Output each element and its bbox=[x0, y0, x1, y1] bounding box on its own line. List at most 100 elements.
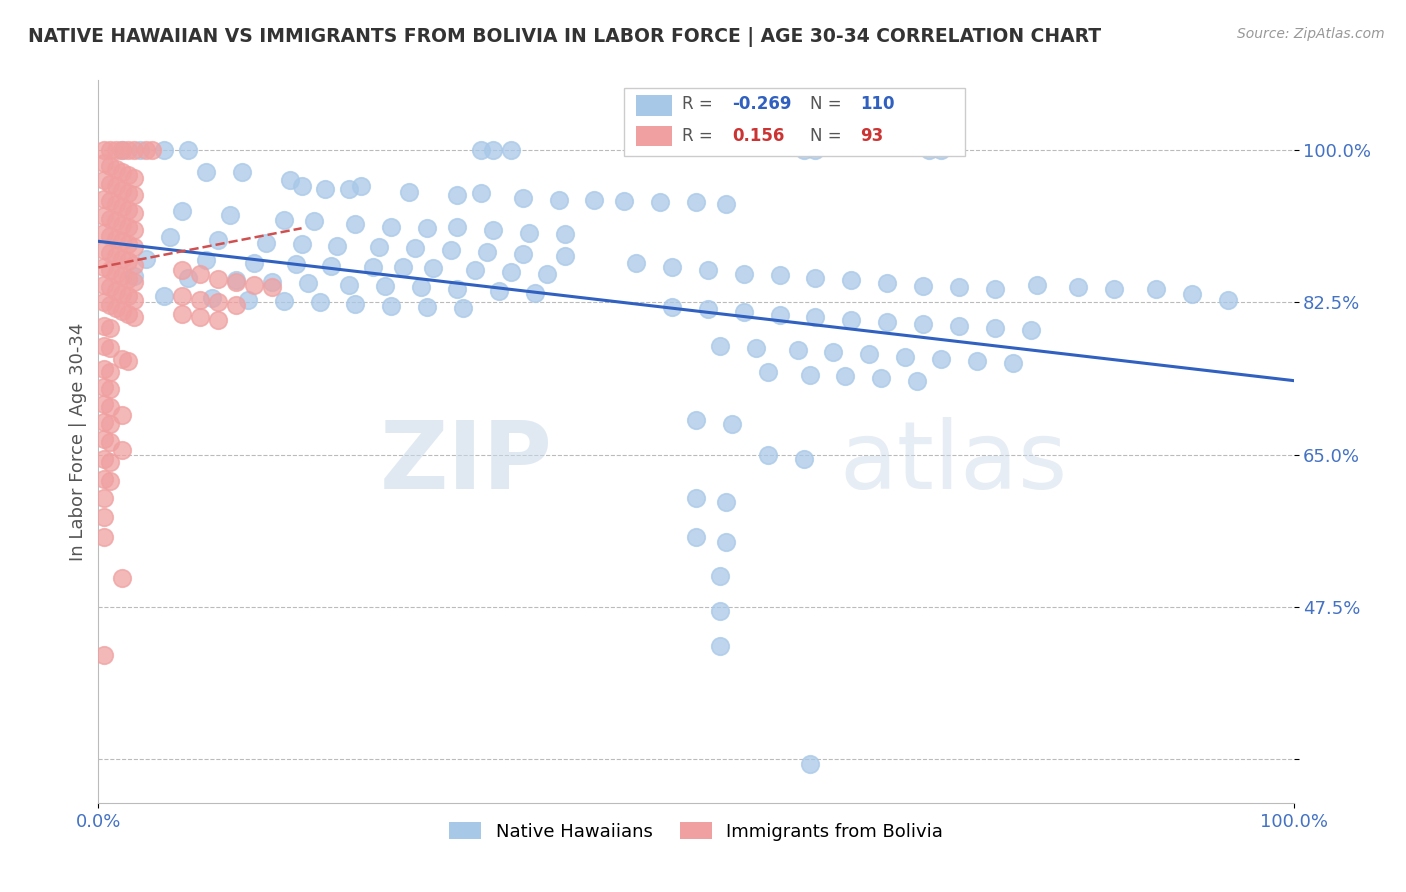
Point bbox=[512, 191, 534, 205]
Point bbox=[93, 452, 115, 467]
Point bbox=[105, 267, 128, 281]
Point bbox=[685, 195, 707, 210]
Point bbox=[858, 347, 880, 361]
Point bbox=[172, 263, 194, 277]
Point bbox=[374, 278, 396, 293]
Point bbox=[117, 202, 139, 217]
Point bbox=[302, 214, 325, 228]
Point bbox=[98, 263, 122, 277]
Text: atlas: atlas bbox=[839, 417, 1067, 509]
Point bbox=[93, 243, 115, 257]
Point bbox=[98, 229, 122, 244]
Point bbox=[93, 173, 115, 187]
Point bbox=[105, 214, 128, 228]
Point bbox=[756, 365, 779, 379]
Point bbox=[111, 200, 134, 214]
Legend: Native Hawaiians, Immigrants from Bolivia: Native Hawaiians, Immigrants from Bolivi… bbox=[441, 815, 950, 848]
Point bbox=[697, 302, 720, 317]
Point bbox=[98, 400, 122, 414]
Point bbox=[93, 530, 115, 544]
Point bbox=[111, 286, 134, 301]
Point bbox=[243, 277, 266, 292]
Point bbox=[499, 265, 522, 279]
Point bbox=[481, 143, 505, 157]
Point bbox=[117, 186, 139, 200]
Point bbox=[799, 756, 821, 771]
Point bbox=[254, 235, 277, 250]
Point bbox=[297, 276, 319, 290]
Point bbox=[177, 271, 200, 285]
Point bbox=[326, 238, 349, 252]
Point bbox=[1104, 282, 1126, 296]
Point bbox=[470, 186, 492, 201]
Point bbox=[105, 232, 128, 246]
Point bbox=[398, 185, 420, 199]
Point bbox=[422, 261, 444, 276]
Point bbox=[440, 243, 463, 257]
Point bbox=[93, 156, 115, 170]
Point bbox=[93, 318, 115, 333]
Point bbox=[124, 310, 146, 324]
Point bbox=[117, 236, 139, 251]
Point bbox=[98, 365, 122, 379]
Point bbox=[1019, 323, 1042, 337]
Point bbox=[841, 312, 863, 326]
Point bbox=[117, 272, 139, 286]
Point bbox=[368, 240, 391, 254]
Point bbox=[188, 310, 211, 324]
Point bbox=[93, 432, 115, 446]
Point bbox=[93, 143, 115, 157]
Point bbox=[105, 284, 128, 298]
Point bbox=[547, 193, 569, 207]
Y-axis label: In Labor Force | Age 30-34: In Labor Force | Age 30-34 bbox=[69, 322, 87, 561]
Point bbox=[111, 409, 134, 423]
Point bbox=[207, 295, 229, 310]
Point bbox=[117, 307, 139, 321]
Point bbox=[714, 495, 737, 509]
Point bbox=[475, 244, 498, 259]
Point bbox=[315, 182, 337, 196]
Point bbox=[93, 260, 115, 275]
Point bbox=[188, 293, 211, 307]
Point bbox=[124, 205, 146, 219]
Point bbox=[111, 269, 134, 284]
Point bbox=[308, 295, 330, 310]
Point bbox=[93, 648, 115, 662]
Point bbox=[1025, 277, 1047, 292]
Point bbox=[93, 491, 115, 505]
Point bbox=[984, 282, 1007, 296]
Point bbox=[870, 371, 893, 385]
Point bbox=[225, 275, 247, 289]
Point bbox=[291, 179, 314, 194]
Point bbox=[98, 382, 122, 396]
Point bbox=[554, 227, 576, 242]
Point bbox=[159, 230, 181, 244]
Point bbox=[823, 344, 845, 359]
Point bbox=[105, 179, 128, 194]
Point bbox=[416, 300, 439, 314]
Point bbox=[98, 434, 122, 449]
Point bbox=[111, 235, 134, 249]
Point bbox=[98, 245, 122, 260]
Point bbox=[124, 275, 146, 289]
Text: 0.156: 0.156 bbox=[733, 127, 785, 145]
Text: 110: 110 bbox=[859, 95, 894, 113]
Point bbox=[111, 218, 134, 232]
Point bbox=[894, 350, 917, 364]
Point bbox=[446, 188, 468, 202]
Point bbox=[93, 227, 115, 241]
Point bbox=[236, 293, 259, 307]
Point bbox=[273, 294, 295, 309]
Point bbox=[124, 269, 146, 284]
Point bbox=[153, 289, 176, 303]
Point bbox=[117, 254, 139, 268]
Point bbox=[929, 351, 952, 366]
Point bbox=[172, 203, 194, 218]
Point bbox=[105, 301, 128, 316]
Point bbox=[984, 321, 1007, 335]
Point bbox=[804, 271, 827, 285]
Point bbox=[733, 267, 755, 281]
Point bbox=[124, 240, 146, 254]
Point bbox=[451, 301, 474, 316]
Point bbox=[135, 143, 157, 157]
